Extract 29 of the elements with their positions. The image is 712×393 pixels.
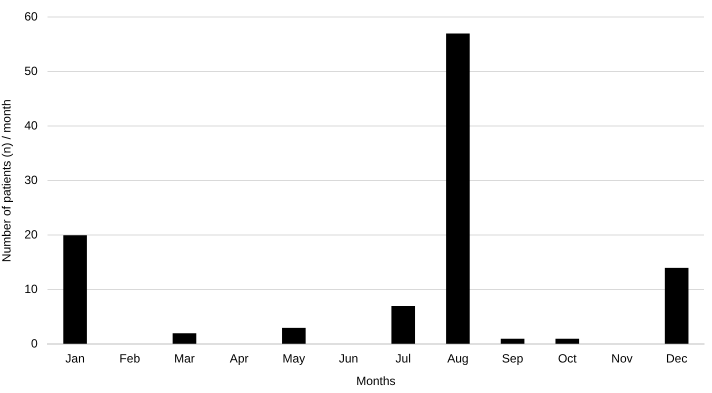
bar [664, 268, 688, 344]
y-tick-label: 0 [31, 336, 38, 351]
bar [555, 338, 580, 344]
bar [500, 338, 524, 344]
y-tick-label: 60 [24, 10, 38, 24]
bar [391, 306, 416, 344]
x-tick-label: Aug [447, 352, 469, 366]
x-tick-label: Jan [65, 352, 85, 366]
x-tick-label: Dec [666, 352, 688, 366]
y-tick-label: 20 [24, 228, 38, 242]
bar [446, 34, 470, 344]
x-axis-title: Months [356, 374, 396, 388]
x-tick-label: Apr [230, 352, 248, 366]
y-tick-label: 50 [24, 64, 38, 78]
y-tick-label: 30 [24, 173, 38, 188]
bar [172, 333, 196, 344]
x-tick-label: May [282, 352, 306, 366]
x-tick-label: Jun [338, 352, 358, 366]
x-tick-label: Feb [119, 352, 140, 366]
x-tick-label: Nov [611, 352, 633, 366]
bar [282, 328, 306, 344]
x-tick-label: Jul [396, 352, 411, 366]
bar [63, 235, 87, 344]
x-tick-label: Mar [174, 352, 195, 366]
y-tick-label: 40 [24, 118, 38, 133]
y-tick-label: 10 [24, 282, 38, 296]
x-tick-label: Sep [502, 352, 524, 366]
y-axis-title: Number of patients (n) / month [0, 99, 14, 262]
x-tick-label: Oct [558, 352, 578, 366]
